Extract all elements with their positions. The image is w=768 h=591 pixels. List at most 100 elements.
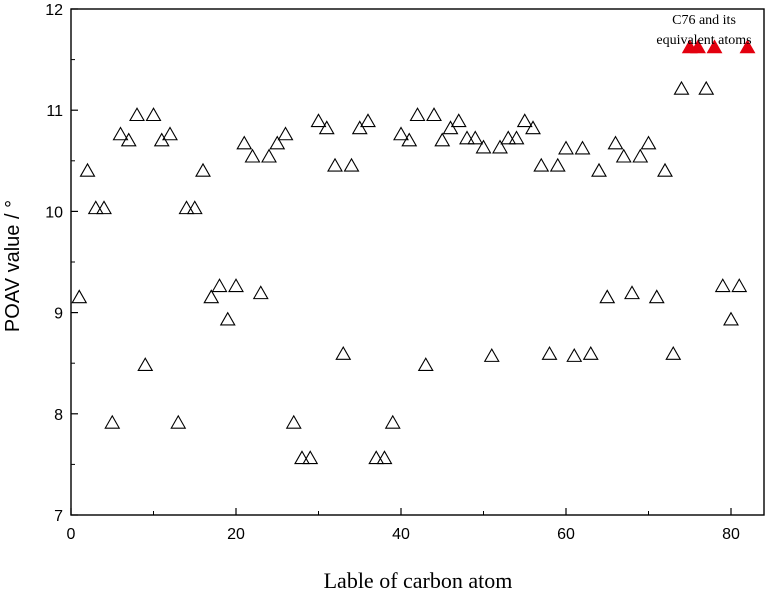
data-point [640, 135, 657, 150]
plot-frame [70, 8, 765, 516]
data-point [500, 130, 517, 145]
data-point [426, 107, 442, 122]
data-point [731, 278, 748, 293]
x-tick-label: 40 [392, 526, 410, 543]
data-point [318, 120, 335, 135]
data-point [665, 345, 682, 360]
data-point [442, 120, 459, 135]
data-point [186, 200, 203, 215]
data-point [351, 120, 368, 135]
y-tick-label: 11 [46, 103, 63, 120]
data-point [360, 113, 376, 128]
data-point [492, 139, 508, 154]
data-point [467, 130, 484, 145]
data-point [459, 130, 475, 145]
data-point [219, 311, 236, 326]
data-point [145, 107, 162, 122]
data-point [525, 120, 541, 135]
data-point [483, 348, 500, 362]
c76-equivalent-point [690, 39, 706, 54]
data-point [723, 311, 739, 326]
data-point [558, 140, 574, 155]
data-point [368, 450, 385, 465]
data-point [302, 450, 319, 465]
data-point [203, 289, 220, 304]
data-point [294, 450, 310, 465]
data-point [401, 132, 418, 147]
data-point [277, 126, 294, 141]
y-tick-label: 9 [54, 306, 63, 323]
axes [70, 8, 765, 516]
data-point [541, 345, 558, 360]
data-point [417, 357, 434, 372]
data-point [269, 135, 286, 150]
data-point [533, 157, 550, 172]
annotation-line-2: equivalent atoms [656, 33, 751, 48]
data-point [112, 126, 129, 141]
data-point [120, 132, 137, 147]
data-point [228, 278, 244, 293]
annotation-line-1: C76 and its [672, 13, 736, 28]
data-point [475, 139, 492, 154]
data-point [657, 162, 673, 177]
data-point [343, 157, 360, 172]
data-point [393, 126, 409, 141]
data-point [129, 107, 145, 122]
data-point [244, 148, 261, 163]
data-point [632, 148, 649, 163]
data-point [566, 348, 583, 362]
y-tick-label: 12 [45, 2, 63, 19]
y-axis-title: POAV value / ° [2, 200, 24, 332]
data-point [236, 135, 253, 150]
data-point [211, 278, 228, 293]
x-tick-label: 0 [67, 526, 76, 543]
y-tick-label: 10 [45, 204, 63, 221]
data-point [714, 278, 731, 293]
data-point [549, 157, 566, 172]
data-point [673, 80, 690, 95]
data-point [285, 414, 302, 429]
x-axis-title: Lable of carbon atom [324, 568, 513, 591]
data-point [450, 113, 467, 128]
data-point [252, 285, 269, 300]
ticks: 0 20 40 60 80 7 8 9 10 11 12 [45, 2, 740, 543]
data-point [508, 130, 525, 145]
data-point [87, 200, 104, 215]
data-point [376, 450, 393, 465]
data-point [104, 414, 121, 429]
data-point [591, 162, 607, 177]
data-point [178, 200, 195, 215]
data-point [582, 345, 599, 360]
data-point [71, 289, 88, 304]
data-point [434, 132, 451, 147]
data-point [162, 126, 178, 141]
data-point [574, 140, 591, 155]
data-point [615, 148, 632, 163]
data-point [96, 200, 112, 215]
data-point [624, 285, 640, 300]
data-point [516, 113, 533, 128]
y-tick-label: 8 [54, 407, 63, 424]
x-tick-label: 80 [722, 526, 740, 543]
data-point [170, 414, 187, 429]
c76-equivalent-point [739, 39, 756, 54]
data-point [409, 107, 426, 122]
data-points [71, 39, 756, 465]
x-tick-label: 60 [557, 526, 575, 543]
annotation-c76: C76 and its equivalent atoms [656, 13, 751, 48]
data-point [698, 80, 715, 95]
data-point [327, 157, 343, 172]
data-point [607, 135, 624, 150]
data-point [261, 148, 277, 163]
data-point [648, 289, 665, 304]
data-point [335, 345, 352, 360]
data-point [137, 357, 154, 372]
data-point [195, 162, 211, 177]
data-point [599, 289, 616, 304]
y-tick-label: 7 [54, 508, 63, 525]
data-point [310, 113, 327, 128]
data-point [384, 414, 401, 429]
x-tick-label: 20 [227, 526, 245, 543]
data-point [79, 162, 96, 177]
